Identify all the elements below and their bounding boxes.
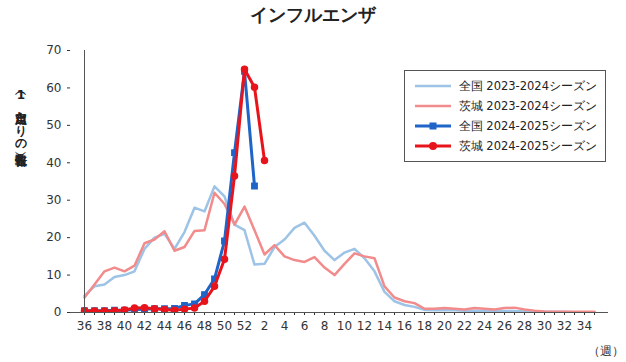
html-text:茨城 2023-2024シーズン: 茨城 2023-2024シーズン [458, 98, 597, 113]
svg-text:18: 18 [417, 319, 432, 333]
svg-text:40: 40 [46, 156, 61, 170]
svg-text:28: 28 [517, 319, 532, 333]
html-text:全国 2024-2025シーズン: 全国 2024-2025シーズン [458, 118, 597, 133]
svg-text:52: 52 [237, 319, 252, 333]
svg-text:（週）: （週） [588, 344, 624, 358]
svg-text:2: 2 [261, 319, 269, 333]
svg-text:12: 12 [357, 319, 372, 333]
svg-text:42: 42 [137, 319, 152, 333]
svg-text:10: 10 [337, 319, 352, 333]
svg-text:10: 10 [46, 268, 61, 282]
svg-text:48: 48 [197, 319, 212, 333]
svg-text:16: 16 [397, 319, 412, 333]
svg-text:60: 60 [46, 81, 61, 95]
html-text:インフルエンザ: インフルエンザ [250, 4, 376, 25]
svg-text:0: 0 [54, 305, 62, 319]
svg-text:26: 26 [497, 319, 512, 333]
svg-text:30: 30 [537, 319, 552, 333]
svg-text:40: 40 [117, 319, 132, 333]
svg-text:30: 30 [46, 193, 61, 207]
svg-text:20: 20 [437, 319, 452, 333]
svg-text:32: 32 [557, 319, 572, 333]
svg-text:4: 4 [281, 319, 289, 333]
svg-text:36: 36 [77, 319, 92, 333]
svg-text:22: 22 [457, 319, 472, 333]
svg-text:46: 46 [177, 319, 192, 333]
svg-text:38: 38 [97, 319, 112, 333]
svg-text:70: 70 [46, 43, 61, 57]
svg-text:50: 50 [217, 319, 232, 333]
svg-text:20: 20 [46, 230, 61, 244]
svg-text:14: 14 [377, 319, 392, 333]
html-text:全国 2023-2024シーズン: 全国 2023-2024シーズン [458, 78, 597, 93]
svg-text:44: 44 [157, 319, 172, 333]
svg-text:6: 6 [301, 319, 309, 333]
svg-text:24: 24 [477, 319, 492, 333]
svg-text:34: 34 [577, 319, 592, 333]
html-text:茨城 2024-2025シーズン: 茨城 2024-2025シーズン [458, 138, 597, 153]
html-text:（1定点当たりの報告数）: （1定点当たりの報告数） [14, 88, 28, 144]
svg-text:50: 50 [46, 118, 61, 132]
svg-text:8: 8 [321, 319, 329, 333]
